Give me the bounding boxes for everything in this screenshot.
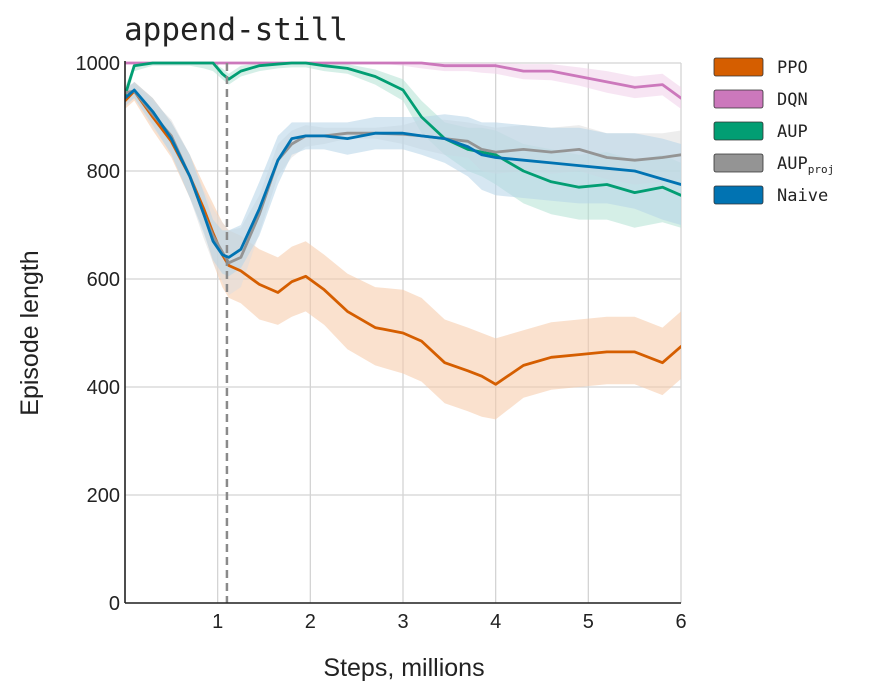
legend-label-naive: Naive bbox=[777, 186, 828, 206]
x-tick-label: 2 bbox=[305, 611, 316, 633]
legend-label-aup: AUP bbox=[777, 122, 808, 142]
x-axis-label: Steps, millions bbox=[323, 654, 484, 682]
legend: PPO DQN AUP AUPproj Naive bbox=[713, 57, 834, 206]
x-tick-label: 3 bbox=[397, 611, 408, 633]
series-band-dqn bbox=[125, 63, 681, 109]
y-tick-label: 0 bbox=[109, 593, 120, 615]
series-line-ppo bbox=[125, 89, 681, 386]
legend-label-dqn: DQN bbox=[777, 90, 808, 110]
legend-swatch-aup-proj bbox=[713, 153, 764, 173]
y-tick-label: 1000 bbox=[76, 53, 121, 75]
plot-area: 1 2 3 4 5 6 0 200 400 600 800 1000 bbox=[76, 53, 687, 633]
series-line-aup bbox=[125, 61, 681, 197]
series-band-naive bbox=[125, 81, 681, 277]
chart-title: append-still bbox=[124, 12, 348, 48]
y-tick-label: 400 bbox=[87, 377, 120, 399]
x-tick-label: 5 bbox=[583, 611, 594, 633]
x-tick-label: 4 bbox=[490, 611, 501, 633]
legend-swatch-naive bbox=[713, 185, 764, 205]
y-tick-label: 200 bbox=[87, 485, 120, 507]
legend-swatch-ppo bbox=[713, 57, 764, 77]
y-tick-label: 600 bbox=[87, 269, 120, 291]
legend-label-aup-proj: AUPproj bbox=[777, 154, 834, 176]
legend-swatch-aup bbox=[713, 121, 764, 141]
y-tick-label: 800 bbox=[87, 161, 120, 183]
legend-label-ppo: PPO bbox=[777, 58, 808, 78]
series-line-naive bbox=[125, 88, 681, 259]
series-band-ppo bbox=[125, 81, 681, 420]
series-group bbox=[125, 61, 681, 420]
legend-swatch-dqn bbox=[713, 89, 764, 109]
y-axis-label: Episode length bbox=[16, 250, 44, 415]
x-tick-label: 6 bbox=[675, 611, 686, 633]
x-tick-label: 1 bbox=[212, 611, 223, 633]
